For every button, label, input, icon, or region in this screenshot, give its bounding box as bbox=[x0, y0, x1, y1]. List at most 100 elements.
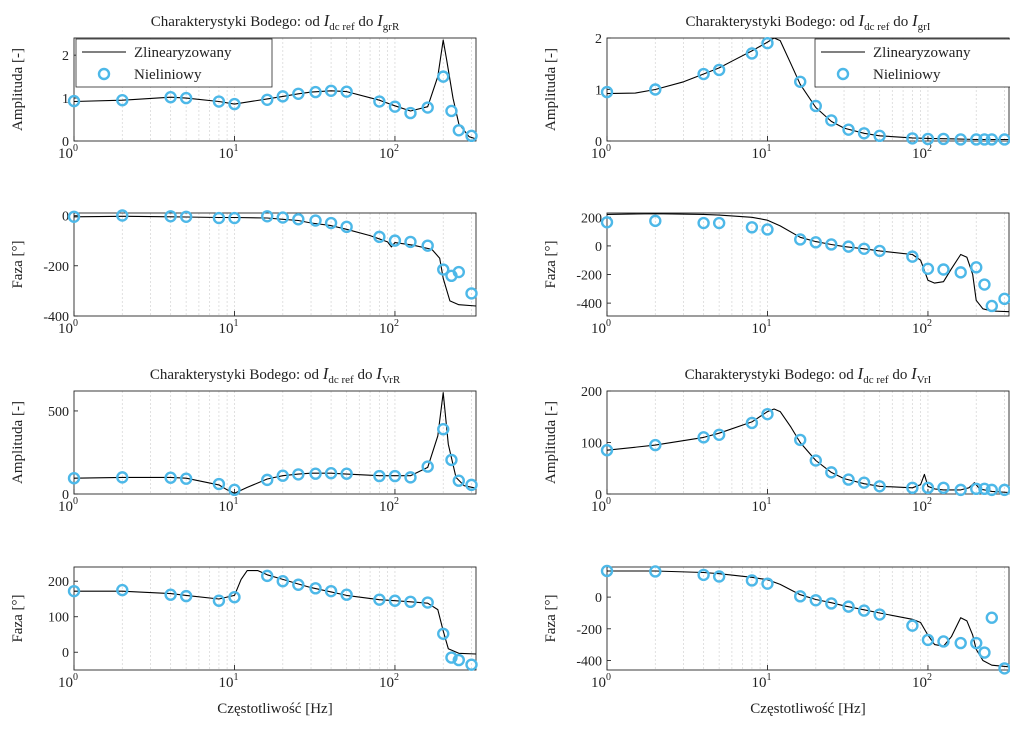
data-point-nonlinear bbox=[921, 481, 935, 495]
data-point-nonlinear bbox=[906, 481, 919, 495]
data-point-nonlinear bbox=[809, 236, 822, 249]
data-point-nonlinear bbox=[954, 133, 967, 146]
data-point-nonlinear bbox=[212, 211, 226, 225]
axes-box bbox=[73, 37, 477, 142]
data-point-nonlinear bbox=[404, 471, 417, 484]
data-point-nonlinear bbox=[998, 483, 1010, 497]
y-axis-label: Faza [°] bbox=[10, 240, 26, 288]
x-tick-label: 102 bbox=[912, 672, 932, 691]
data-point-nonlinear bbox=[954, 266, 967, 279]
data-point-nonlinear bbox=[857, 476, 871, 489]
data-point-nonlinear bbox=[978, 278, 991, 291]
data-point-nonlinear bbox=[465, 129, 478, 143]
data-point-nonlinear bbox=[825, 597, 838, 610]
data-point-nonlinear bbox=[437, 627, 450, 640]
y-tick-label: -200 bbox=[576, 623, 602, 638]
data-point-nonlinear bbox=[228, 590, 241, 604]
x-axis-label: Częstotliwość [Hz] bbox=[750, 701, 865, 717]
data-point-nonlinear bbox=[388, 594, 402, 607]
x-axis-label: Częstotliwość [Hz] bbox=[217, 701, 332, 717]
data-point-nonlinear bbox=[954, 483, 967, 497]
data-point-nonlinear bbox=[340, 467, 353, 480]
data-point-nonlinear bbox=[873, 480, 886, 493]
data-point-nonlinear bbox=[649, 438, 662, 452]
data-point-nonlinear bbox=[373, 95, 386, 108]
data-point-nonlinear bbox=[600, 564, 614, 578]
y-tick-label: 500 bbox=[48, 405, 69, 420]
data-point-nonlinear bbox=[212, 95, 226, 108]
y-tick-label: 100 bbox=[48, 611, 69, 626]
data-point-nonlinear bbox=[228, 483, 241, 497]
data-point-nonlinear bbox=[324, 584, 338, 598]
y-tick-label: 200 bbox=[581, 211, 602, 226]
data-point-nonlinear bbox=[842, 123, 855, 136]
x-tick-label: 102 bbox=[379, 672, 399, 691]
y-tick-label: 0 bbox=[595, 488, 602, 503]
chart-title: Charakterystyki Bodego: od Idc ref do IV… bbox=[685, 364, 932, 386]
data-point-nonlinear bbox=[179, 210, 193, 223]
data-point-nonlinear bbox=[116, 209, 129, 222]
data-point-nonlinear bbox=[309, 467, 322, 480]
data-point-nonlinear bbox=[116, 471, 129, 484]
data-point-nonlinear bbox=[404, 595, 417, 609]
y-tick-label: 0 bbox=[595, 591, 602, 606]
data-point-nonlinear bbox=[452, 124, 465, 137]
data-point-nonlinear bbox=[388, 100, 402, 113]
x-tick-label: 101 bbox=[218, 496, 238, 515]
chart-title: Charakterystyki Bodego: od Idc ref do Ig… bbox=[686, 11, 931, 33]
data-point-nonlinear bbox=[906, 132, 919, 145]
data-point-nonlinear bbox=[452, 474, 465, 487]
y-tick-label: -400 bbox=[43, 310, 69, 325]
data-point-nonlinear bbox=[261, 569, 274, 583]
data-point-nonlinear bbox=[809, 594, 822, 607]
data-point-nonlinear bbox=[697, 67, 710, 81]
x-tick-label: 101 bbox=[218, 318, 238, 337]
x-tick-label: 102 bbox=[379, 318, 399, 337]
axes-box bbox=[73, 390, 477, 495]
data-point-nonlinear bbox=[445, 651, 458, 664]
x-tick-label: 101 bbox=[751, 318, 771, 337]
data-point-nonlinear bbox=[794, 75, 807, 88]
data-point-nonlinear bbox=[697, 216, 710, 230]
data-point-nonlinear bbox=[873, 129, 886, 143]
data-point-nonlinear bbox=[794, 433, 807, 447]
legend: Zlinearyzowany Nieliniowy bbox=[75, 38, 273, 88]
y-tick-label: 0 bbox=[595, 135, 602, 150]
legend-label-linearized: Zlinearyzowany bbox=[873, 45, 971, 61]
data-point-nonlinear bbox=[649, 565, 662, 578]
data-point-nonlinear bbox=[761, 577, 774, 590]
data-point-nonlinear bbox=[712, 216, 726, 230]
chart-title: Charakterystyki Bodego: od Idc ref do IV… bbox=[150, 364, 401, 386]
data-point-nonlinear bbox=[745, 574, 759, 587]
y-tick-label: -400 bbox=[576, 297, 602, 312]
data-point-nonlinear bbox=[276, 90, 289, 103]
x-tick-label: 101 bbox=[751, 143, 771, 162]
data-point-nonlinear bbox=[970, 133, 983, 146]
data-point-nonlinear bbox=[857, 127, 871, 140]
data-point-nonlinear bbox=[697, 568, 710, 582]
data-point-nonlinear bbox=[465, 478, 478, 492]
plot-area bbox=[74, 570, 476, 655]
data-point-nonlinear bbox=[649, 214, 662, 228]
subplot-phase_VrR: 100 101 102 0 100 200 Faza [°] Częstotliwość [H… bbox=[10, 566, 478, 717]
data-point-nonlinear bbox=[179, 472, 193, 485]
y-tick-label: 1 bbox=[62, 92, 69, 107]
data-point-nonlinear bbox=[276, 469, 289, 482]
y-axis-label: Amplituda [-] bbox=[10, 48, 26, 131]
legend: Zlinearyzowany Nieliniowy bbox=[814, 38, 1010, 88]
data-point-nonlinear bbox=[745, 416, 759, 430]
data-point-nonlinear bbox=[261, 210, 274, 223]
data-point-nonlinear bbox=[164, 588, 177, 601]
y-tick-label: 100 bbox=[581, 437, 602, 452]
data-point-nonlinear bbox=[873, 608, 886, 621]
grid bbox=[121, 391, 472, 494]
data-point-nonlinear bbox=[937, 635, 950, 648]
data-point-nonlinear bbox=[228, 97, 241, 111]
data-point-nonlinear bbox=[921, 132, 935, 146]
legend-marker-swatch bbox=[97, 67, 111, 81]
y-axis-label: Faza [°] bbox=[543, 594, 559, 642]
data-point-nonlinear bbox=[292, 468, 305, 481]
y-axis-label: Faza [°] bbox=[543, 240, 559, 288]
axes-box bbox=[73, 566, 477, 671]
